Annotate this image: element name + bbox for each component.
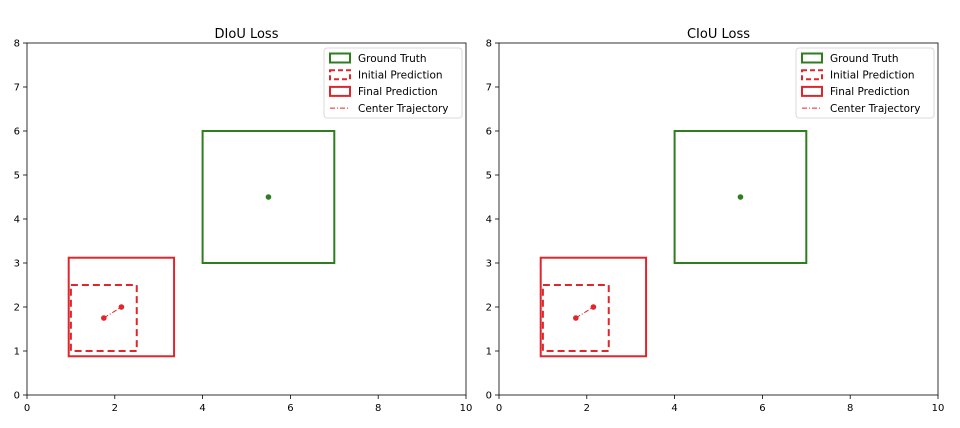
legend-label-initial: Initial Prediction (830, 70, 915, 82)
y-tick-label: 5 (486, 171, 492, 182)
ground-truth-box (201, 130, 336, 264)
y-tick-label: 1 (486, 347, 492, 358)
final-prediction-box (67, 256, 176, 358)
y-tick-label: 3 (486, 259, 492, 270)
x-tick-label: 8 (847, 403, 853, 414)
y-tick-label: 8 (14, 39, 20, 50)
center-trajectory-line (575, 306, 594, 319)
legend-label-final: Final Prediction (358, 86, 438, 98)
ground-truth-center-point (737, 194, 744, 200)
trajectory-end-point (118, 304, 125, 310)
y-tick-label: 2 (486, 303, 492, 314)
legend-swatch-final (801, 85, 823, 97)
y-tick-label: 3 (14, 259, 20, 270)
y-tick-label: 7 (486, 83, 492, 94)
x-tick-label: 6 (759, 403, 765, 414)
chart-panel-1: DIoU Loss 0 2 4 6 8 10 0 1 2 3 4 5 6 7 8 Ground Truth Ini… (14, 27, 473, 414)
legend-swatch-final (329, 85, 351, 97)
legend-swatch-ground_truth (801, 52, 823, 64)
y-tick-label: 4 (14, 215, 20, 226)
y-tick-label: 5 (14, 171, 20, 182)
y-tick-label: 2 (14, 303, 20, 314)
legend: Ground Truth Initial Prediction Final Pred… (323, 47, 463, 119)
trajectory-start-point (573, 315, 579, 321)
final-prediction-box (539, 256, 648, 358)
y-tick-label: 6 (486, 127, 492, 138)
x-tick-label: 2 (112, 403, 118, 414)
legend-swatch-initial (801, 69, 823, 81)
x-tick-label: 6 (287, 403, 293, 414)
ground-truth-box (673, 130, 808, 264)
legend-label-final: Final Prediction (830, 86, 910, 98)
x-tick-label: 0 (24, 403, 30, 414)
y-tick-label: 4 (486, 215, 492, 226)
y-tick-label: 8 (486, 39, 492, 50)
chart-panel-2: CIoU Loss 0 2 4 6 8 10 0 1 2 3 4 5 6 7 8 Ground Truth Ini… (486, 27, 945, 414)
y-tick-label: 1 (14, 347, 20, 358)
center-trajectory-line (103, 306, 122, 319)
legend-frame (323, 47, 463, 119)
x-tick-label: 0 (496, 403, 502, 414)
trajectory-end-point (590, 304, 597, 310)
legend-label-trajectory: Center Trajectory (830, 103, 921, 115)
chart-title: CIoU Loss (687, 27, 750, 42)
x-tick-label: 4 (199, 403, 205, 414)
x-tick-label: 10 (460, 403, 473, 414)
x-tick-label: 8 (375, 403, 381, 414)
y-tick-label: 0 (14, 391, 20, 402)
legend-label-ground_truth: Ground Truth (830, 53, 899, 65)
y-tick-label: 7 (14, 83, 20, 94)
legend-swatch-initial (329, 69, 351, 81)
legend-label-ground_truth: Ground Truth (358, 53, 427, 65)
x-tick-label: 10 (932, 403, 945, 414)
legend: Ground Truth Initial Prediction Final Pred… (795, 47, 935, 119)
ground-truth-center-point (265, 194, 272, 200)
legend-frame (795, 47, 935, 119)
x-tick-label: 2 (584, 403, 590, 414)
chart-title: DIoU Loss (215, 27, 279, 42)
y-tick-label: 6 (14, 127, 20, 138)
legend-label-initial: Initial Prediction (358, 70, 443, 82)
legend-label-trajectory: Center Trajectory (358, 103, 449, 115)
legend-swatch-ground_truth (329, 52, 351, 64)
trajectory-start-point (101, 315, 107, 321)
x-tick-label: 4 (671, 403, 677, 414)
y-tick-label: 0 (486, 391, 492, 402)
